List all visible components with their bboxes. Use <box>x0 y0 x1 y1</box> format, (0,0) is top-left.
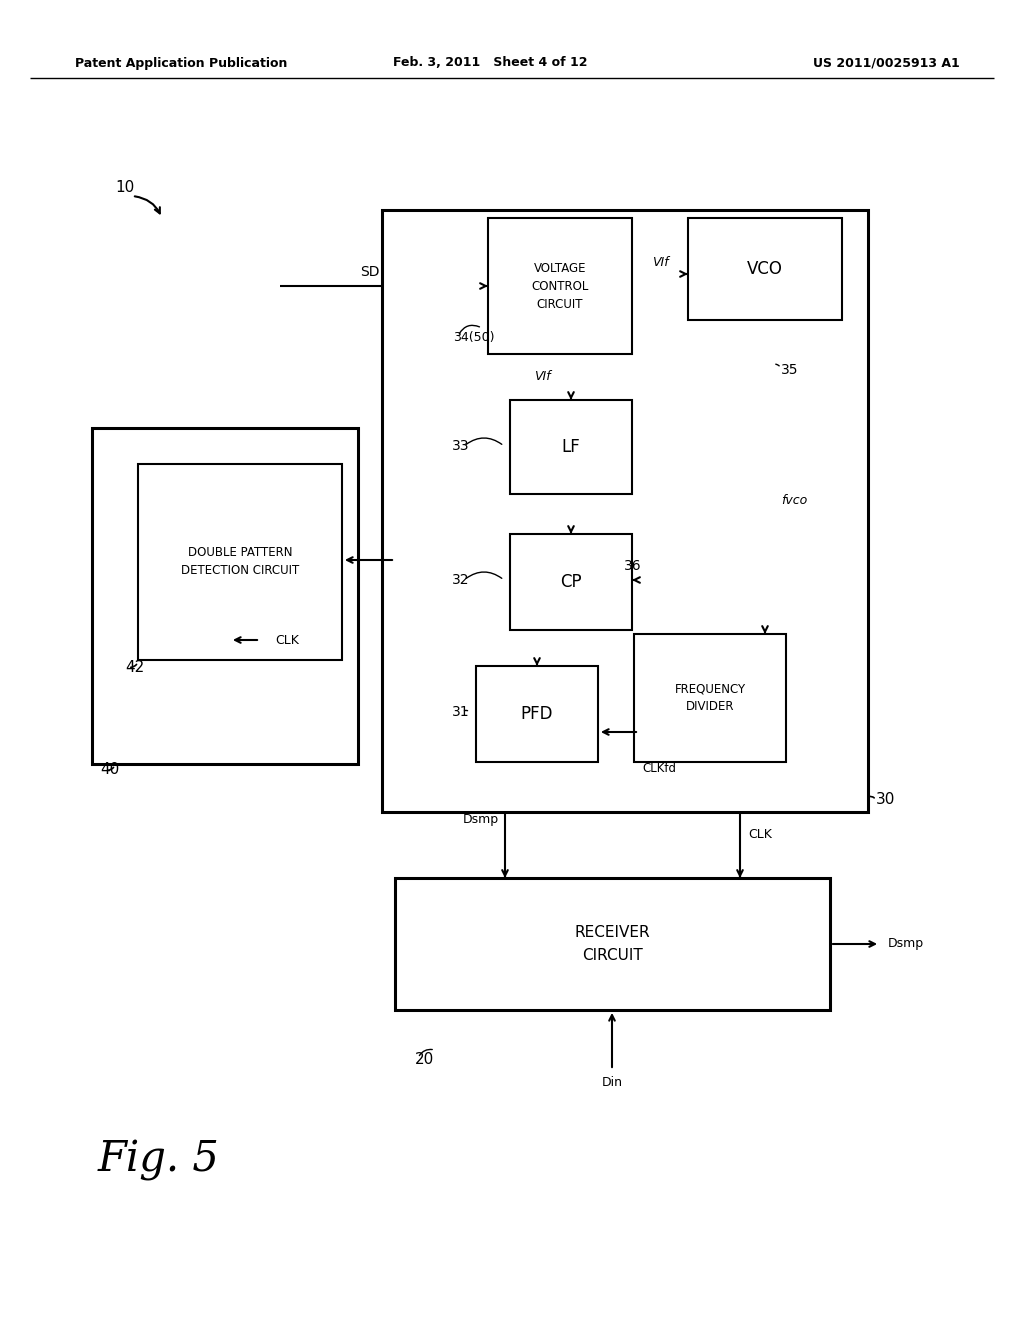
Text: 33: 33 <box>452 440 469 453</box>
Text: 40: 40 <box>100 763 119 777</box>
Text: US 2011/0025913 A1: US 2011/0025913 A1 <box>813 57 961 70</box>
Text: SD: SD <box>360 265 380 279</box>
Text: LF: LF <box>561 438 581 455</box>
Text: Patent Application Publication: Patent Application Publication <box>75 57 288 70</box>
Text: CLK: CLK <box>275 634 299 647</box>
Text: CP: CP <box>560 573 582 591</box>
Bar <box>634 634 786 762</box>
Text: Dsmp: Dsmp <box>463 813 499 826</box>
Bar <box>510 535 632 630</box>
Text: CLKfd: CLKfd <box>642 762 676 775</box>
Text: DOUBLE PATTERN
DETECTION CIRCUIT: DOUBLE PATTERN DETECTION CIRCUIT <box>181 546 299 578</box>
Text: CLK: CLK <box>748 829 772 842</box>
Text: VIf: VIf <box>535 371 551 384</box>
Text: 42: 42 <box>125 660 144 676</box>
Text: VCO: VCO <box>748 260 783 279</box>
Bar <box>688 218 842 319</box>
Text: 32: 32 <box>452 573 469 587</box>
Bar <box>138 465 342 660</box>
Text: 31: 31 <box>452 705 470 719</box>
Text: 36: 36 <box>625 558 642 573</box>
Bar <box>510 400 632 494</box>
Bar <box>92 428 358 764</box>
Bar <box>395 878 830 1010</box>
Bar <box>382 210 868 812</box>
Text: 10: 10 <box>115 181 134 195</box>
Text: Feb. 3, 2011   Sheet 4 of 12: Feb. 3, 2011 Sheet 4 of 12 <box>393 57 587 70</box>
Text: FREQUENCY
DIVIDER: FREQUENCY DIVIDER <box>675 682 745 714</box>
Text: 20: 20 <box>415 1052 434 1068</box>
Bar <box>476 667 598 762</box>
Text: Din: Din <box>601 1076 623 1089</box>
Bar <box>488 218 632 354</box>
Text: Fig. 5: Fig. 5 <box>98 1139 220 1181</box>
Text: PFD: PFD <box>521 705 553 723</box>
Text: 30: 30 <box>876 792 895 808</box>
Text: 35: 35 <box>781 363 799 378</box>
Text: 34(50): 34(50) <box>453 331 495 345</box>
Text: fvco: fvco <box>781 494 807 507</box>
Text: Dsmp: Dsmp <box>888 937 924 950</box>
Text: VIf: VIf <box>651 256 669 268</box>
Text: VOLTAGE
CONTROL
CIRCUIT: VOLTAGE CONTROL CIRCUIT <box>531 261 589 310</box>
Text: RECEIVER
CIRCUIT: RECEIVER CIRCUIT <box>574 925 650 962</box>
